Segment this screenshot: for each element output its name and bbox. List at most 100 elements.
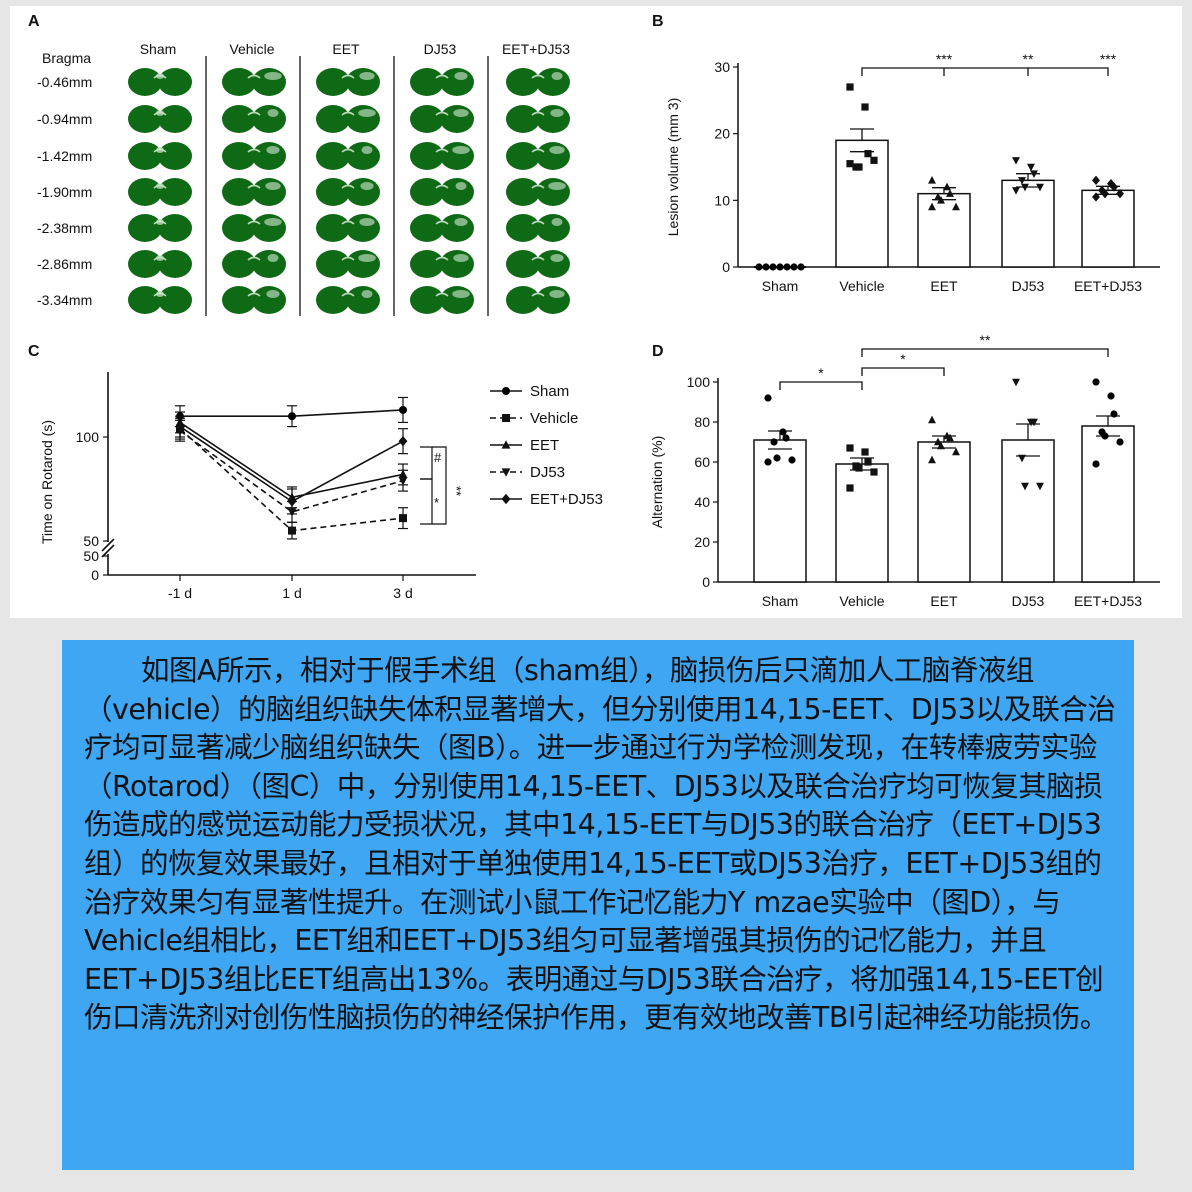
ventricle (435, 111, 449, 116)
bar (835, 139, 889, 268)
ventricle (247, 184, 261, 189)
data-point (952, 447, 960, 456)
brain-hemisphere-right (536, 68, 570, 96)
brain-hemisphere-right (440, 68, 474, 96)
brain-hemisphere-left (410, 250, 444, 278)
bregma-row-label: -1.42mm (37, 148, 92, 164)
brain-hemisphere-right (536, 214, 570, 242)
lesion-area (454, 218, 468, 226)
lesion-area (548, 182, 566, 190)
brain-hemisphere-right (252, 68, 286, 96)
bar (917, 441, 971, 583)
lesion-area (264, 218, 282, 226)
brain-hemisphere-right (346, 105, 380, 133)
significance-bracket (420, 478, 433, 525)
y-tick-label: 50 (83, 548, 99, 564)
lesion-area (359, 218, 375, 226)
data-point (399, 405, 407, 414)
brain-hemisphere-right (252, 178, 286, 206)
data-point (928, 415, 936, 424)
bar (753, 439, 807, 583)
brain-hemisphere-left (128, 142, 162, 170)
x-tick-label: EET (930, 593, 958, 609)
data-point (846, 484, 854, 492)
brain-hemisphere-right (158, 105, 192, 133)
data-point (1012, 187, 1020, 195)
bar (1001, 439, 1055, 583)
data-point (1030, 170, 1038, 178)
midline-mark (156, 291, 164, 297)
ventricle (531, 220, 545, 225)
brain-slice (222, 68, 286, 96)
brain-hemisphere-right (440, 250, 474, 278)
data-point (1036, 482, 1044, 491)
data-point (846, 83, 854, 91)
brain-hemisphere-right (158, 286, 192, 314)
lesion-area (264, 72, 282, 80)
y-axis-label: Lesion volume (mm 3) (665, 98, 681, 237)
brain-slice (506, 68, 570, 96)
brain-hemisphere-left (316, 142, 350, 170)
data-point (790, 263, 798, 271)
data-point (1107, 392, 1115, 400)
x-tick-label: Sham (762, 593, 799, 609)
lesion-area (453, 254, 469, 262)
ventricle (247, 74, 261, 79)
caption-text: 如图A所示，相对于假手术组（sham组），脑损伤后只滴加人工脑脊液组（vehic… (84, 654, 1116, 1035)
data-point (797, 263, 805, 271)
brain-hemisphere-right (346, 214, 380, 242)
bar (1081, 425, 1135, 583)
midline-mark (156, 183, 164, 189)
brain-slice (316, 214, 380, 242)
caption-box: 如图A所示，相对于假手术组（sham组），脑损伤后只滴加人工脑脊液组（vehic… (62, 640, 1134, 1170)
legend-label: Vehicle (530, 410, 578, 427)
brain-slice (316, 178, 380, 206)
ventricle (435, 292, 449, 297)
significance-bracket (861, 348, 1109, 357)
data-point (864, 458, 872, 466)
brain-hemisphere-left (128, 286, 162, 314)
brain-hemisphere-left (222, 105, 256, 133)
significance-label: * (434, 495, 439, 510)
brain-slice (316, 68, 380, 96)
brain-slice (222, 250, 286, 278)
column-label-3: DJ53 (424, 41, 457, 57)
lesion-area (454, 72, 468, 80)
legend-marker (502, 414, 510, 422)
data-point (864, 150, 872, 158)
brain-hemisphere-left (128, 68, 162, 96)
brain-hemisphere-right (158, 142, 192, 170)
data-point (399, 514, 407, 523)
brain-hemisphere-left (316, 214, 350, 242)
brain-hemisphere-left (222, 286, 256, 314)
brain-slice (410, 142, 474, 170)
lesion-area (358, 254, 376, 262)
axis-break-mark (101, 544, 115, 558)
brain-hemisphere-left (410, 214, 444, 242)
data-point (1021, 482, 1029, 491)
data-point (861, 448, 869, 456)
brain-slice (410, 286, 474, 314)
significance-label: ** (449, 486, 464, 496)
significance-bracket (420, 446, 433, 480)
significance-label: *** (936, 51, 953, 67)
brain-hemisphere-left (222, 214, 256, 242)
lesion-area (455, 182, 467, 190)
x-tick-label: Vehicle (839, 593, 884, 609)
brain-hemisphere-left (410, 286, 444, 314)
y-tick-label: 80 (694, 414, 710, 430)
lesion-area (267, 254, 279, 262)
data-point (952, 202, 960, 211)
data-point (175, 421, 185, 432)
brain-hemisphere-left (410, 68, 444, 96)
ventricle (341, 256, 355, 261)
brain-hemisphere-right (346, 286, 380, 314)
brain-hemisphere-left (506, 250, 540, 278)
brain-slice (506, 105, 570, 133)
brain-hemisphere-left (506, 105, 540, 133)
brain-hemisphere-right (158, 250, 192, 278)
data-point (855, 464, 863, 472)
data-point (1110, 410, 1118, 418)
y-tick-label: 100 (687, 374, 711, 390)
ventricle (341, 148, 355, 153)
